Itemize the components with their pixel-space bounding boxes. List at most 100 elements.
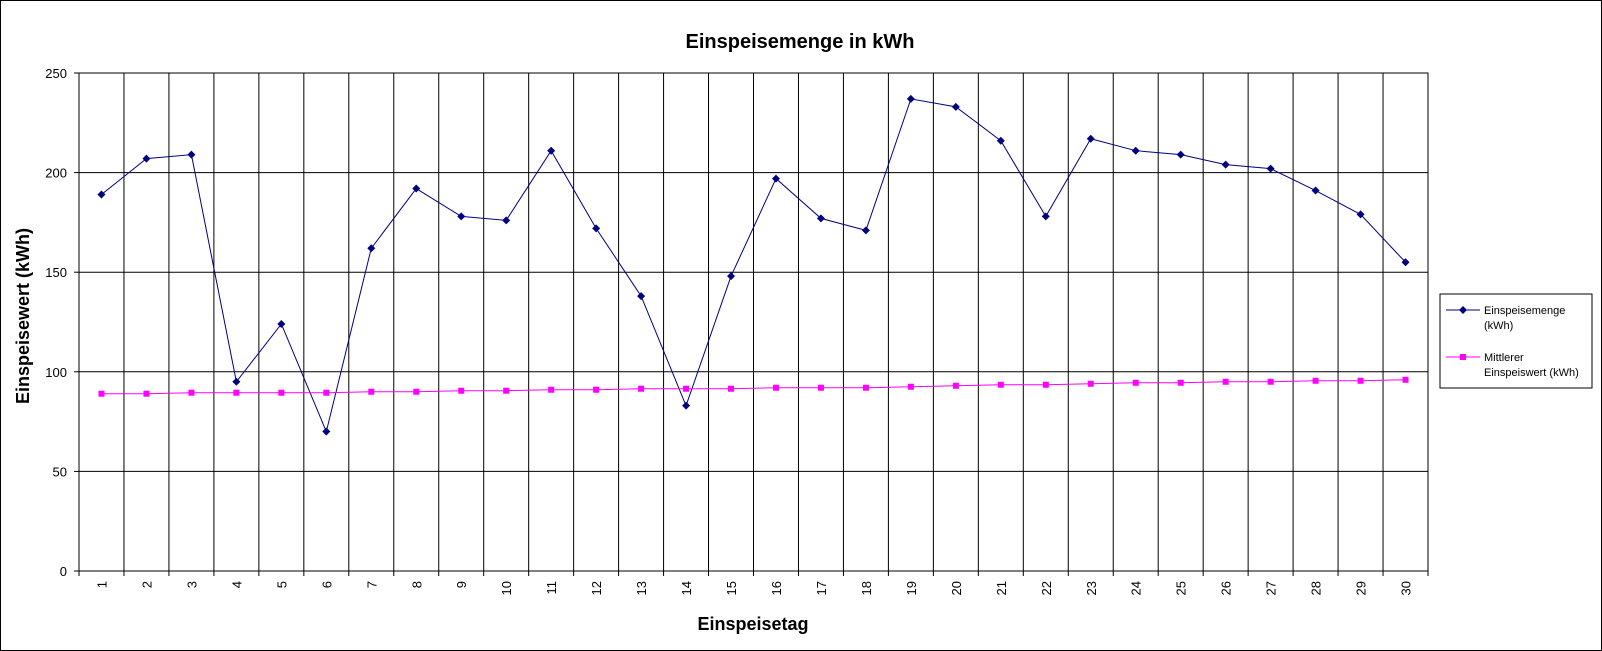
data-point <box>906 94 915 103</box>
data-point <box>951 102 960 111</box>
x-tick-label: 5 <box>274 581 289 588</box>
series-mittlerer-einspeiswert <box>98 376 1409 397</box>
data-point <box>1222 378 1229 385</box>
data-point <box>1086 134 1095 143</box>
x-tick-label: 2 <box>139 581 154 588</box>
x-tick-label: 9 <box>454 581 469 588</box>
data-point <box>637 292 646 301</box>
data-point <box>367 244 376 253</box>
legend-label-einspeisemenge-1: Einspeisemenge <box>1484 305 1565 317</box>
x-tick-label: 7 <box>364 581 379 588</box>
data-point <box>862 384 869 391</box>
data-point <box>1221 160 1230 169</box>
y-tick-label: 0 <box>60 564 67 579</box>
data-point <box>1266 164 1275 173</box>
x-tick-label: 16 <box>769 581 784 595</box>
x-tick-label: 27 <box>1264 581 1279 595</box>
x-axis-title: Einspeisetag <box>697 614 808 634</box>
x-tick-label: 23 <box>1084 581 1099 595</box>
x-tick-label: 10 <box>499 581 514 595</box>
data-point <box>683 385 690 392</box>
legend-label-einspeisemenge-2: (kWh) <box>1484 320 1513 332</box>
x-tick-label: 29 <box>1354 581 1369 595</box>
x-tick-label: 14 <box>679 581 694 595</box>
data-point <box>278 389 285 396</box>
x-tick-label: 20 <box>949 581 964 595</box>
series-line <box>101 98 1406 434</box>
x-tick-label: 6 <box>319 581 334 588</box>
legend-marker-mittlerer <box>1460 354 1466 360</box>
legend: Einspeisemenge (kWh) Mittlerer Einspeisw… <box>1439 293 1593 389</box>
data-point <box>593 386 600 393</box>
series-line <box>101 379 1406 395</box>
data-point <box>1311 186 1320 195</box>
x-tick-label: 22 <box>1039 581 1054 595</box>
x-tick-label: 12 <box>589 581 604 595</box>
data-point <box>1132 379 1139 386</box>
data-point <box>727 272 736 281</box>
data-point <box>952 382 959 389</box>
data-point <box>1402 376 1409 383</box>
data-point <box>1042 381 1049 388</box>
data-point <box>547 146 556 155</box>
data-point <box>682 401 691 410</box>
data-point <box>638 385 645 392</box>
x-tick-label: 25 <box>1174 581 1189 595</box>
data-point <box>323 389 330 396</box>
data-point <box>1312 377 1319 384</box>
x-tick-label: 4 <box>229 581 244 588</box>
legend-marker-einspeisemenge <box>1459 306 1467 314</box>
data-point <box>188 389 195 396</box>
data-point <box>457 212 466 221</box>
x-tick-label: 24 <box>1129 581 1144 595</box>
data-point <box>907 383 914 390</box>
series-layer <box>97 94 1410 436</box>
x-tick-label: 8 <box>409 581 424 588</box>
data-point <box>861 226 870 235</box>
data-point <box>996 136 1005 145</box>
y-tick-label: 200 <box>45 166 67 181</box>
series-einspeisemenge <box>97 94 1410 436</box>
data-point <box>232 377 241 386</box>
data-point <box>413 388 420 395</box>
data-point <box>142 154 151 163</box>
x-tick-label: 18 <box>859 581 874 595</box>
data-point <box>771 174 780 183</box>
data-point <box>458 387 465 394</box>
x-tick-label: 1 <box>94 581 109 588</box>
x-tick-label: 11 <box>544 581 559 595</box>
data-point <box>98 390 105 397</box>
data-point <box>772 384 779 391</box>
data-point <box>592 224 601 233</box>
data-point <box>503 387 510 394</box>
legend-label-mittlerer-1: Mittlerer <box>1484 352 1524 364</box>
x-tick-label: 17 <box>814 581 829 595</box>
y-tick-label: 250 <box>45 66 67 81</box>
y-tick-label: 150 <box>45 265 67 280</box>
data-point <box>502 216 511 225</box>
y-axis-title: Einspeisewert (kWh) <box>13 228 33 404</box>
x-tick-label: 30 <box>1399 581 1414 595</box>
plot-area-border <box>78 72 1429 572</box>
data-point <box>997 381 1004 388</box>
data-point <box>322 427 331 436</box>
x-tick-label: 26 <box>1219 581 1234 595</box>
data-point <box>1176 150 1185 159</box>
data-point <box>1401 258 1410 267</box>
x-tick-label: 15 <box>724 581 739 595</box>
y-tick-label: 50 <box>53 464 67 479</box>
data-point <box>1357 377 1364 384</box>
data-point <box>187 150 196 159</box>
data-point <box>368 388 375 395</box>
data-point <box>816 214 825 223</box>
y-tick-label: 100 <box>45 365 67 380</box>
data-point <box>728 385 735 392</box>
data-point <box>143 390 150 397</box>
x-tick-label: 28 <box>1309 581 1324 595</box>
x-tick-label: 19 <box>904 581 919 595</box>
data-point <box>817 384 824 391</box>
data-point <box>1041 212 1050 221</box>
